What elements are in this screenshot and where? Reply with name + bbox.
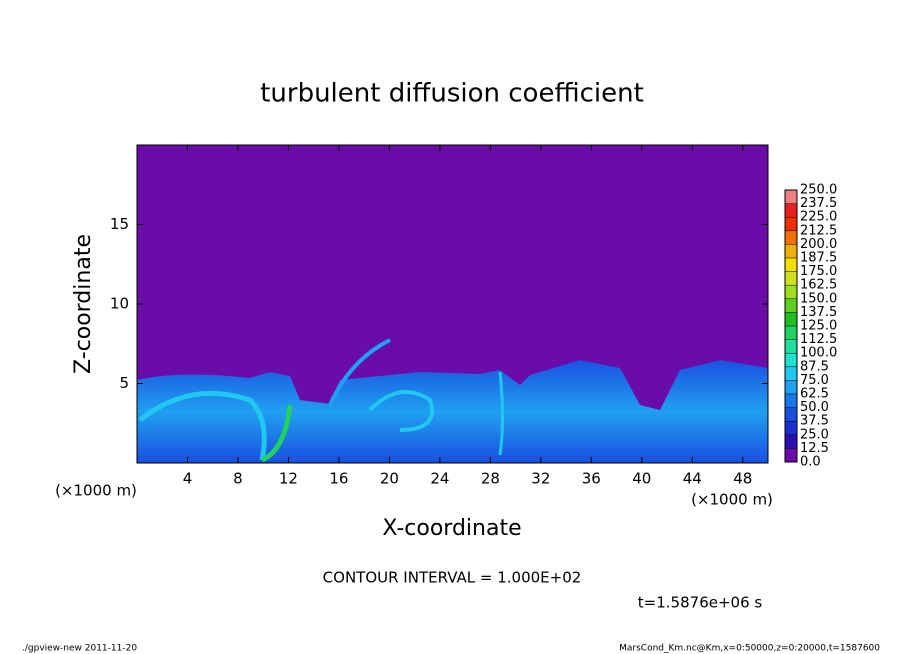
x-tick-label: 44 — [683, 470, 702, 488]
colorbar-segment — [785, 407, 797, 422]
x-unit-label: (×1000 m) — [55, 482, 137, 500]
colorbar-label: 150.0 — [800, 291, 837, 306]
colorbar-segment — [785, 448, 797, 462]
colorbar-label: 125.0 — [800, 319, 837, 334]
colorbar-segment — [785, 271, 797, 286]
eddy — [138, 390, 267, 461]
colorbar-label: 225.0 — [800, 210, 837, 225]
colorbar-segment — [785, 326, 797, 340]
footer-left: ./gpview-new 2011-11-20 — [22, 644, 137, 654]
x-axis-label: X-coordinate — [382, 516, 521, 541]
x-tick-label: 40 — [632, 470, 651, 488]
colorbar-label: 137.5 — [800, 305, 837, 320]
y-tick-label: 5 — [119, 374, 129, 392]
colorbar-label: 100.0 — [800, 346, 837, 361]
x-tick-label: 16 — [329, 470, 348, 488]
turbulent-region — [137, 360, 768, 463]
colorbar-segment — [785, 353, 797, 367]
colorbar-label: 50.0 — [800, 400, 829, 415]
colorbar-label: 62.5 — [800, 387, 829, 402]
colorbar-label: 112.5 — [800, 332, 837, 347]
colorbar-label: 237.5 — [800, 196, 837, 211]
colorbar-label: 250.0 — [800, 183, 837, 198]
plume — [328, 338, 391, 406]
y-tick-label: 10 — [110, 295, 129, 313]
colorbar-label: 0.0 — [800, 455, 821, 470]
footer-right: MarsCond_Km.nc@Km,x=0:50000,z=0:20000,t=… — [619, 644, 880, 654]
colorbar-label: 25.0 — [800, 427, 829, 442]
field — [137, 145, 768, 463]
x-tick-label: 8 — [233, 470, 243, 488]
colorbar-segment — [785, 230, 797, 245]
x-tick-label: 48 — [733, 470, 752, 488]
colorbar-segment — [785, 394, 797, 408]
colorbar-segment — [785, 339, 797, 354]
colorbar-segment — [785, 217, 797, 231]
time-label: t=1.5876e+06 s — [638, 594, 763, 612]
y-tick-label: 15 — [110, 215, 129, 233]
colorbar-segment — [785, 380, 797, 394]
x-tick-label: 4 — [183, 470, 193, 488]
colorbar-segment — [785, 366, 797, 381]
colorbar-segment — [785, 298, 797, 313]
colorbar-segment — [785, 244, 797, 258]
eddy — [368, 390, 434, 432]
colorbar-label: 75.0 — [800, 373, 829, 388]
contour-interval: CONTOUR INTERVAL = 1.000E+02 — [323, 569, 582, 587]
colorbar-segment — [785, 190, 797, 204]
colorbar-label: 37.5 — [800, 414, 829, 429]
colorbar-segment — [785, 285, 797, 299]
colorbar-label: 200.0 — [800, 237, 837, 252]
x-tick-label: 28 — [481, 470, 500, 488]
colorbar-label: 162.5 — [800, 278, 837, 293]
colorbar-label: 212.5 — [800, 223, 837, 238]
colorbar-label: 175.0 — [800, 264, 837, 279]
colorbar-segment — [785, 434, 797, 449]
chart-title: turbulent diffusion coefficient — [260, 79, 644, 109]
x-tick-label: 32 — [531, 470, 550, 488]
x-tick-label: 12 — [279, 470, 298, 488]
colorbar-segment — [785, 203, 797, 218]
y-axis-label: Z-coordinate — [71, 234, 96, 374]
x-tick-label: 24 — [430, 470, 449, 488]
x-tick-label: 36 — [582, 470, 601, 488]
colorbar-label: 187.5 — [800, 251, 837, 266]
colorbar-label: 12.5 — [800, 441, 829, 456]
colorbar-label: 87.5 — [800, 359, 829, 374]
x-unit-label: (×1000 m) — [691, 491, 773, 509]
plume — [498, 371, 504, 456]
colorbar-segment — [785, 312, 797, 326]
x-tick-label: 20 — [380, 470, 399, 488]
colorbar-segment — [785, 258, 797, 272]
colorbar-segment — [785, 421, 797, 435]
plume — [260, 404, 293, 463]
